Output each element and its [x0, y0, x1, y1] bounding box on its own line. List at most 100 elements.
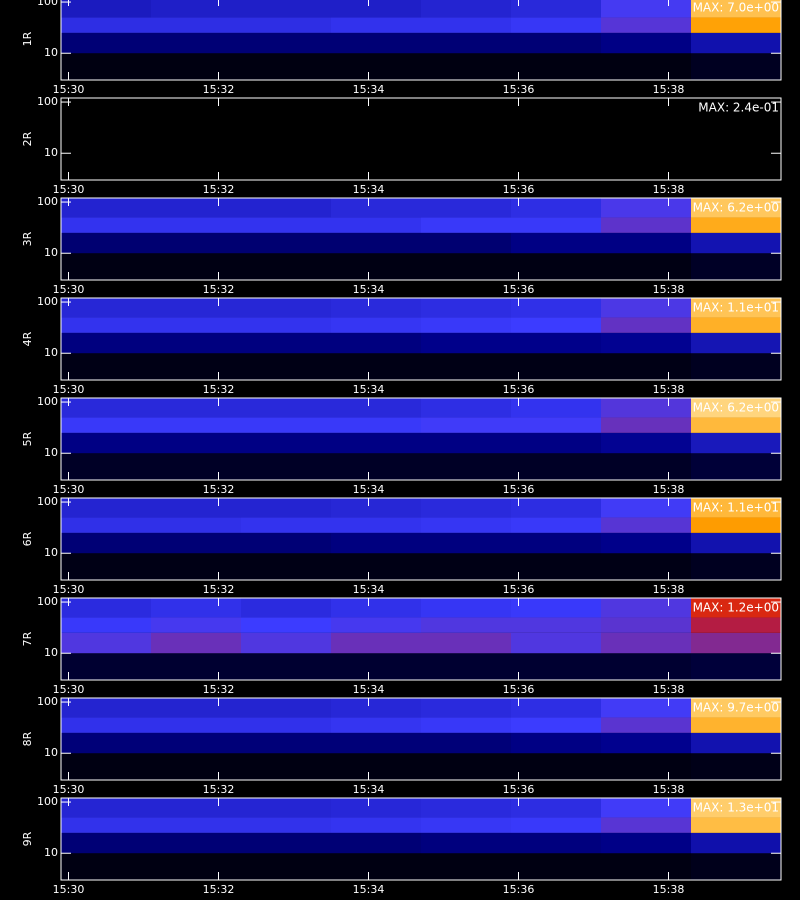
- max-label: MAX: 6.2e+00: [693, 401, 779, 415]
- heat-cell: [241, 153, 331, 180]
- heat-cell: [61, 298, 151, 318]
- x-tick-label: 15:38: [653, 683, 685, 696]
- heat-cell: [331, 217, 421, 233]
- heat-cell: [421, 798, 511, 818]
- heat-cell: [61, 817, 151, 833]
- heat-cell: [691, 0, 781, 18]
- y-tick-label: 100: [37, 295, 58, 308]
- heat-cell: [241, 53, 331, 80]
- heat-cell: [241, 0, 331, 18]
- heat-cell: [241, 232, 331, 254]
- heat-cell: [421, 553, 511, 580]
- heat-cell: [61, 653, 151, 680]
- plot-frame: [60, 597, 782, 681]
- y-axis-label: 1R: [21, 31, 34, 46]
- heat-cell: [511, 553, 601, 580]
- heat-cell: [241, 32, 331, 54]
- x-tick-label: 15:38: [653, 283, 685, 296]
- heat-cell: [601, 353, 691, 380]
- heat-cell: [331, 0, 421, 18]
- heat-cell: [601, 498, 691, 518]
- heat-cell: [241, 253, 331, 280]
- heat-cell: [601, 398, 691, 418]
- heat-cell: [421, 232, 511, 254]
- heat-cell: [511, 332, 601, 354]
- heat-cell: [601, 598, 691, 618]
- heat-cell: [601, 453, 691, 480]
- y-tick-label: 100: [37, 395, 58, 408]
- heat-cell: [601, 817, 691, 833]
- heat-cell: [61, 598, 151, 618]
- heat-cell: [511, 317, 601, 333]
- y-tick-label: 100: [37, 0, 58, 8]
- heat-cell: [601, 117, 691, 133]
- heat-cell: [241, 332, 331, 354]
- heat-cell: [151, 717, 241, 733]
- heat-cell: [601, 198, 691, 218]
- y-axis-label: 2R: [21, 131, 34, 146]
- heat-cell: [151, 17, 241, 33]
- heat-cell: [241, 632, 331, 654]
- heat-cell: [151, 632, 241, 654]
- y-axis-label: 6R: [21, 531, 34, 546]
- heat-cell: [691, 98, 781, 118]
- x-tick-label: 15:38: [653, 883, 685, 896]
- heat-cell: [511, 353, 601, 380]
- heat-cell: [61, 432, 151, 454]
- heat-cell: [511, 432, 601, 454]
- heat-cell: [601, 632, 691, 654]
- heat-cell: [691, 132, 781, 154]
- heat-cell: [511, 398, 601, 418]
- plot-frame: [60, 97, 782, 181]
- heat-cell: [241, 853, 331, 880]
- x-tick-label: 15:34: [353, 583, 385, 596]
- heat-cell: [511, 32, 601, 54]
- heat-cell: [421, 598, 511, 618]
- heat-cell: [691, 317, 781, 333]
- heat-cell: [691, 517, 781, 533]
- heat-cell: [331, 617, 421, 633]
- heat-cell: [241, 498, 331, 518]
- heat-cell: [331, 298, 421, 318]
- x-tick-label: 15:34: [353, 383, 385, 396]
- heat-cell: [241, 717, 331, 733]
- heat-cell: [421, 417, 511, 433]
- heat-cell: [601, 98, 691, 118]
- heat-cell: [151, 853, 241, 880]
- heat-cell: [331, 53, 421, 80]
- heat-cell: [511, 632, 601, 654]
- y-axis-label: 5R: [21, 431, 34, 446]
- y-tick-label: 10: [44, 546, 58, 559]
- heat-cell: [331, 117, 421, 133]
- heat-cell: [511, 17, 601, 33]
- heat-cell: [421, 453, 511, 480]
- heat-cell: [61, 353, 151, 380]
- x-tick-label: 15:36: [503, 883, 535, 896]
- x-tick-label: 15:30: [53, 283, 85, 296]
- heat-cell: [511, 217, 601, 233]
- heat-cell: [151, 653, 241, 680]
- x-tick-label: 15:32: [203, 783, 235, 796]
- heat-cell: [151, 417, 241, 433]
- heat-cell: [421, 298, 511, 318]
- heat-cell: [151, 332, 241, 354]
- heat-cell: [151, 32, 241, 54]
- heat-cell: [241, 132, 331, 154]
- plot-frame: [60, 697, 782, 781]
- heat-cell: [241, 653, 331, 680]
- max-label: MAX: 2.4e-01: [698, 101, 779, 115]
- heat-cell: [61, 498, 151, 518]
- heat-cell: [421, 0, 511, 18]
- heat-cell: [331, 453, 421, 480]
- x-tick-label: 15:34: [353, 683, 385, 696]
- heat-cell: [691, 532, 781, 554]
- plot-frame: [60, 497, 782, 581]
- heat-cell: [691, 653, 781, 680]
- heat-cell: [601, 432, 691, 454]
- heat-cell: [511, 598, 601, 618]
- heat-cell: [151, 317, 241, 333]
- heat-cell: [691, 417, 781, 433]
- x-tick-label: 15:36: [503, 183, 535, 196]
- y-tick-label: 10: [44, 146, 58, 159]
- x-tick-label: 15:30: [53, 583, 85, 596]
